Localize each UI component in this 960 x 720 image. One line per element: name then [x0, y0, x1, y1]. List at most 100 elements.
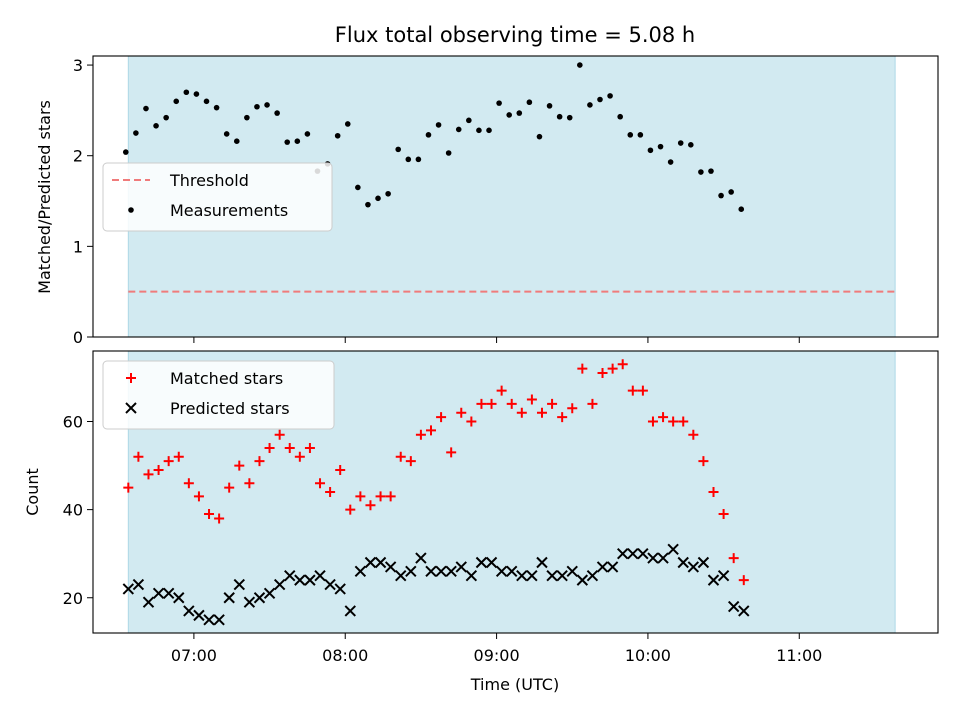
data-point: [142, 596, 155, 608]
data-point: [606, 561, 619, 573]
data-point: [183, 89, 190, 96]
data-point: [415, 552, 427, 564]
data-point: [587, 398, 598, 409]
series-matched-stars: [123, 359, 749, 586]
data-point: [253, 592, 266, 604]
legend-entry: Matched stars: [126, 369, 283, 388]
data-point: [597, 368, 608, 379]
legend-box: [102, 162, 333, 232]
data-point: [193, 91, 200, 97]
y-tick-label: 20: [63, 589, 83, 608]
data-point: [717, 570, 730, 582]
data-point: [304, 574, 316, 586]
data-point: [577, 363, 588, 374]
data-point: [728, 553, 739, 564]
data-point: [395, 451, 406, 462]
data-point: [344, 605, 356, 617]
data-point: [203, 98, 210, 105]
data-point: [223, 592, 235, 604]
y-tick-label: 2: [73, 147, 83, 166]
data-point: [486, 398, 497, 409]
data-point: [263, 587, 276, 600]
data-point: [667, 543, 679, 555]
x-tick-label: 07:00: [171, 646, 217, 665]
data-point: [496, 385, 507, 396]
legend: Matched stars Predicted stars: [102, 360, 335, 430]
data-point: [627, 547, 639, 560]
x-tick-label: 10:00: [625, 646, 671, 665]
data-point: [486, 127, 492, 134]
data-point: [425, 132, 432, 138]
data-point: [597, 96, 603, 103]
data-point: [143, 105, 149, 112]
data-point: [708, 168, 714, 174]
data-point: [254, 103, 260, 110]
axes-frame: [92, 350, 939, 634]
bottom-ylabel: Count: [23, 468, 42, 516]
data-point: [122, 583, 135, 595]
data-point: [557, 412, 568, 423]
bottom-panel: 20 40 60 07:00 08:00 09:00 10:00 11:00 Matched s…: [63, 350, 939, 665]
legend-label: Predicted stars: [170, 399, 290, 418]
y-tick-label: 40: [63, 501, 83, 520]
data-point: [476, 398, 487, 409]
data-point: [728, 189, 734, 195]
data-point: [162, 587, 175, 600]
data-point: [405, 156, 412, 163]
data-point: [485, 556, 498, 569]
data-point: [577, 62, 583, 68]
series-predicted-stars: [122, 543, 750, 626]
data-point: [657, 143, 664, 150]
data-point: [133, 451, 144, 462]
data-point: [496, 100, 502, 106]
data-point: [334, 583, 346, 595]
data-point: [698, 169, 704, 175]
data-point: [143, 469, 154, 480]
data-point: [546, 570, 558, 582]
data-point: [213, 104, 220, 111]
data-point: [193, 609, 205, 622]
data-point: [243, 596, 256, 608]
data-point: [718, 509, 729, 520]
data-point: [294, 451, 305, 462]
data-point: [506, 112, 512, 118]
data-point: [556, 113, 563, 120]
data-point: [153, 464, 164, 475]
data-point: [395, 146, 402, 153]
data-point: [385, 190, 391, 197]
data-point: [586, 570, 599, 582]
data-point: [677, 556, 689, 569]
data-point: [204, 509, 215, 520]
data-point: [335, 464, 346, 475]
data-point: [738, 575, 749, 586]
data-point: [304, 131, 311, 137]
data-point: [688, 429, 699, 440]
data-point: [678, 416, 689, 427]
data-point: [233, 138, 240, 145]
top-panel: 0 1 2 3 Threshold Measurements: [73, 55, 939, 347]
data-point: [455, 561, 467, 573]
data-point: [384, 561, 397, 573]
data-point: [607, 363, 618, 374]
y-tick-label: 3: [73, 56, 83, 75]
data-point: [466, 416, 477, 427]
y-tick-label: 0: [73, 328, 83, 347]
data-point: [647, 552, 659, 564]
data-point: [506, 398, 517, 409]
data-point: [526, 570, 538, 582]
data-point: [455, 126, 462, 133]
data-point: [677, 140, 684, 146]
data-point: [718, 192, 724, 199]
data-point: [415, 156, 422, 163]
y-tick-label: 60: [63, 413, 83, 432]
legend: Threshold Measurements: [102, 162, 333, 232]
data-point: [244, 114, 250, 121]
legend-entry: Measurements: [128, 201, 288, 220]
data-point: [658, 412, 669, 423]
data-point: [365, 201, 371, 208]
data-point: [435, 565, 447, 578]
data-point: [345, 504, 356, 515]
data-point: [506, 565, 518, 578]
data-point: [163, 114, 169, 121]
data-point: [637, 385, 648, 396]
